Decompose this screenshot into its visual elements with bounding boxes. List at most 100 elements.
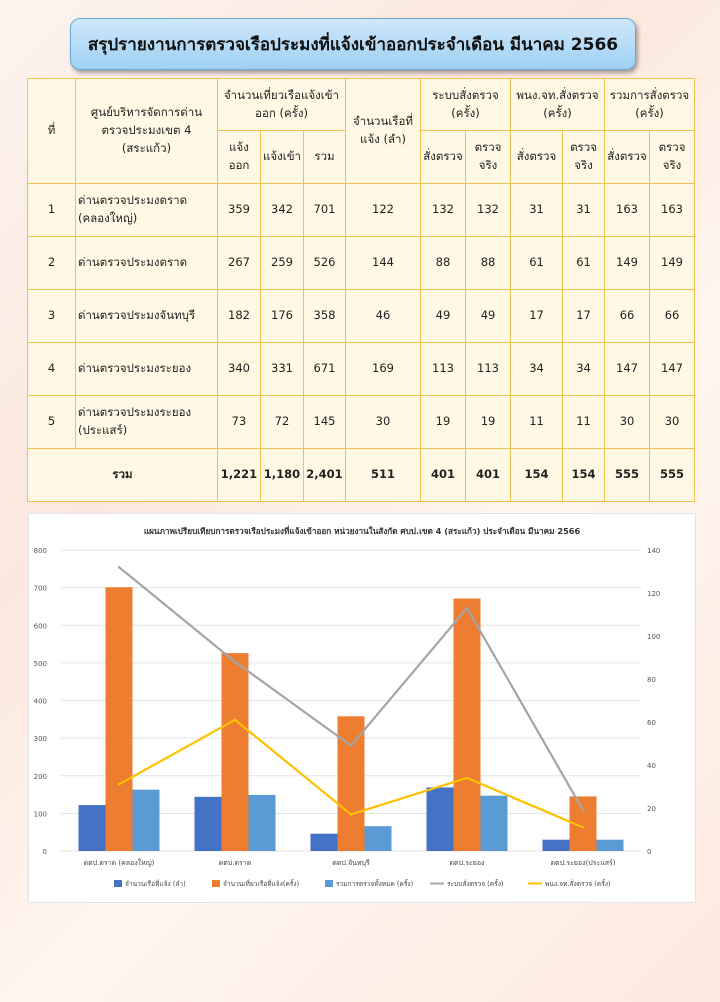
y-tick-label: 300 (34, 735, 47, 743)
chart-point (581, 826, 585, 829)
cell-total: 358 (303, 289, 346, 343)
y2-tick-label: 100 (647, 633, 660, 641)
total-out: 1,221 (217, 448, 261, 502)
x-tick-label: ดตป.ระยอง (449, 859, 484, 867)
cell-in: 72 (260, 395, 304, 449)
cell-sys-order: 113 (420, 342, 466, 396)
cell-off-insp: 34 (562, 342, 606, 396)
table-row: 5 ด่านตรวจประมงระยอง (ประแสร์) 73 72 145… (27, 395, 696, 449)
cell-vessels: 144 (345, 236, 421, 290)
cell-sys-order: 132 (420, 183, 466, 237)
cell-sys-order: 19 (420, 395, 466, 449)
chart-panel: แผนภาพเปรียบเทียบการตรวจเรือประมงที่แจ้ง… (28, 513, 696, 903)
chart-bar (453, 598, 481, 851)
cell-out: 182 (217, 289, 261, 343)
chart-title: แผนภาพเปรียบเทียบการตรวจเรือประมงที่แจ้ง… (144, 525, 581, 536)
cell-all-insp: 149 (649, 236, 696, 290)
cell-out: 359 (217, 183, 261, 237)
row-no: 5 (27, 395, 76, 449)
chart-point (581, 808, 585, 812)
table-row: 3 ด่านตรวจประมงจันทบุรี 182 176 358 46 4… (27, 289, 696, 343)
cell-all-insp: 163 (649, 183, 696, 237)
chart-bar (480, 795, 508, 851)
header-officer-inspected: ตรวจจริง (562, 130, 606, 184)
cell-off-insp: 61 (562, 236, 606, 290)
comparison-chart: แผนภาพเปรียบเทียบการตรวจเรือประมงที่แจ้ง… (34, 525, 661, 888)
chart-point (233, 718, 237, 722)
y2-tick-label: 20 (647, 805, 656, 813)
cell-all-insp: 147 (649, 342, 696, 396)
header-vessels: จำนวนเรือที่แจ้ง (ลำ) (345, 78, 421, 184)
chart-bar (337, 716, 365, 851)
legend-swatch (114, 880, 122, 887)
total-all-insp: 555 (649, 448, 696, 502)
legend-label: จำนวนเที่ยวเรือที่แจ้ง(ครั้ง) (223, 879, 299, 888)
cell-all-order: 149 (604, 236, 651, 290)
cell-total: 526 (303, 236, 346, 290)
chart-bar (596, 839, 624, 851)
cell-sys-insp: 19 (464, 395, 512, 449)
cell-sys-insp: 113 (464, 342, 512, 396)
cell-in: 342 (260, 183, 304, 237)
header-trips-out: แจ้งออก (217, 130, 261, 184)
row-name: ด่านตรวจประมงจันทบุรี (75, 289, 218, 343)
chart-bar (248, 794, 276, 851)
chart-point (349, 744, 353, 747)
y2-tick-label: 140 (647, 547, 660, 555)
total-row: รวม 1,221 1,180 2,401 511 401 401 154 15… (27, 448, 696, 502)
y-tick-label: 700 (34, 585, 47, 593)
header-system-ordered: สั่งตรวจ (420, 130, 466, 184)
header-officer-ordered: สั่งตรวจ (510, 130, 564, 184)
cell-off-order: 31 (510, 183, 564, 237)
header-system-inspected: ตรวจจริง (464, 130, 512, 184)
chart-point (465, 606, 469, 610)
chart-point (233, 660, 237, 663)
chart-bar (542, 839, 570, 851)
total-label: รวม (27, 448, 218, 502)
total-off-insp: 154 (562, 448, 606, 502)
total-vessels: 511 (345, 448, 421, 502)
x-tick-label: ดตป.ระยอง(ประแสร์) (551, 859, 616, 867)
cell-all-insp: 66 (649, 289, 696, 343)
y-tick-label: 500 (34, 660, 47, 668)
report-title: สรุปรายงานการตรวจเรือประมงที่แจ้งเข้าออก… (87, 34, 619, 55)
cell-off-order: 11 (510, 395, 564, 449)
chart-point (117, 783, 121, 786)
header-trips: จำนวนเที่ยวเรือแจ้งเข้าออก (ครั้ง) (217, 78, 346, 131)
chart-point (349, 813, 353, 816)
x-tick-label: ดตป.ตราด (219, 859, 252, 867)
cell-all-order: 66 (604, 289, 651, 343)
chart-bar (132, 789, 160, 851)
row-no: 2 (27, 236, 76, 290)
row-no: 3 (27, 289, 76, 343)
legend-label: รวมการตรวจทั้งหมด (ครั้ง) (336, 879, 413, 888)
table-row: 4 ด่านตรวจประมงระยอง 340 331 671 169 113… (27, 342, 696, 396)
x-tick-label: ดตป.ตราด (คลองใหญ่) (84, 858, 155, 867)
table-row: 2 ด่านตรวจประมงตราด 267 259 526 144 88 8… (27, 236, 696, 290)
legend-label: จำนวนเรือที่แจ้ง (ลำ) (125, 879, 186, 888)
cell-all-order: 163 (604, 183, 651, 237)
cell-off-order: 17 (510, 289, 564, 343)
row-name: ด่านตรวจประมงระยอง (ประแสร์) (75, 395, 218, 449)
y2-tick-label: 60 (647, 719, 656, 727)
header-system: ระบบสั่งตรวจ (ครั้ง) (419, 78, 512, 131)
cell-sys-insp: 88 (464, 236, 512, 290)
chart-bar (310, 833, 338, 851)
total-total: 2,401 (303, 448, 346, 502)
y2-tick-label: 120 (647, 590, 660, 598)
y-tick-label: 800 (34, 547, 47, 555)
chart-bar (105, 587, 133, 851)
total-sys-insp: 401 (464, 448, 512, 502)
total-in: 1,180 (260, 448, 304, 502)
legend-label: พนง.จท.สั่งตรวจ (ครั้ง) (545, 879, 611, 888)
cell-off-order: 61 (510, 236, 564, 290)
chart-point (117, 566, 121, 569)
cell-in: 331 (260, 342, 304, 396)
header-combined: รวมการสั่งตรวจ (ครั้ง) (604, 78, 696, 131)
y-tick-label: 0 (43, 848, 47, 856)
cell-vessels: 122 (345, 183, 421, 237)
header-no: ที่ (27, 78, 76, 184)
cell-total: 701 (303, 183, 346, 237)
chart-point (465, 776, 469, 780)
legend-swatch (325, 880, 333, 887)
